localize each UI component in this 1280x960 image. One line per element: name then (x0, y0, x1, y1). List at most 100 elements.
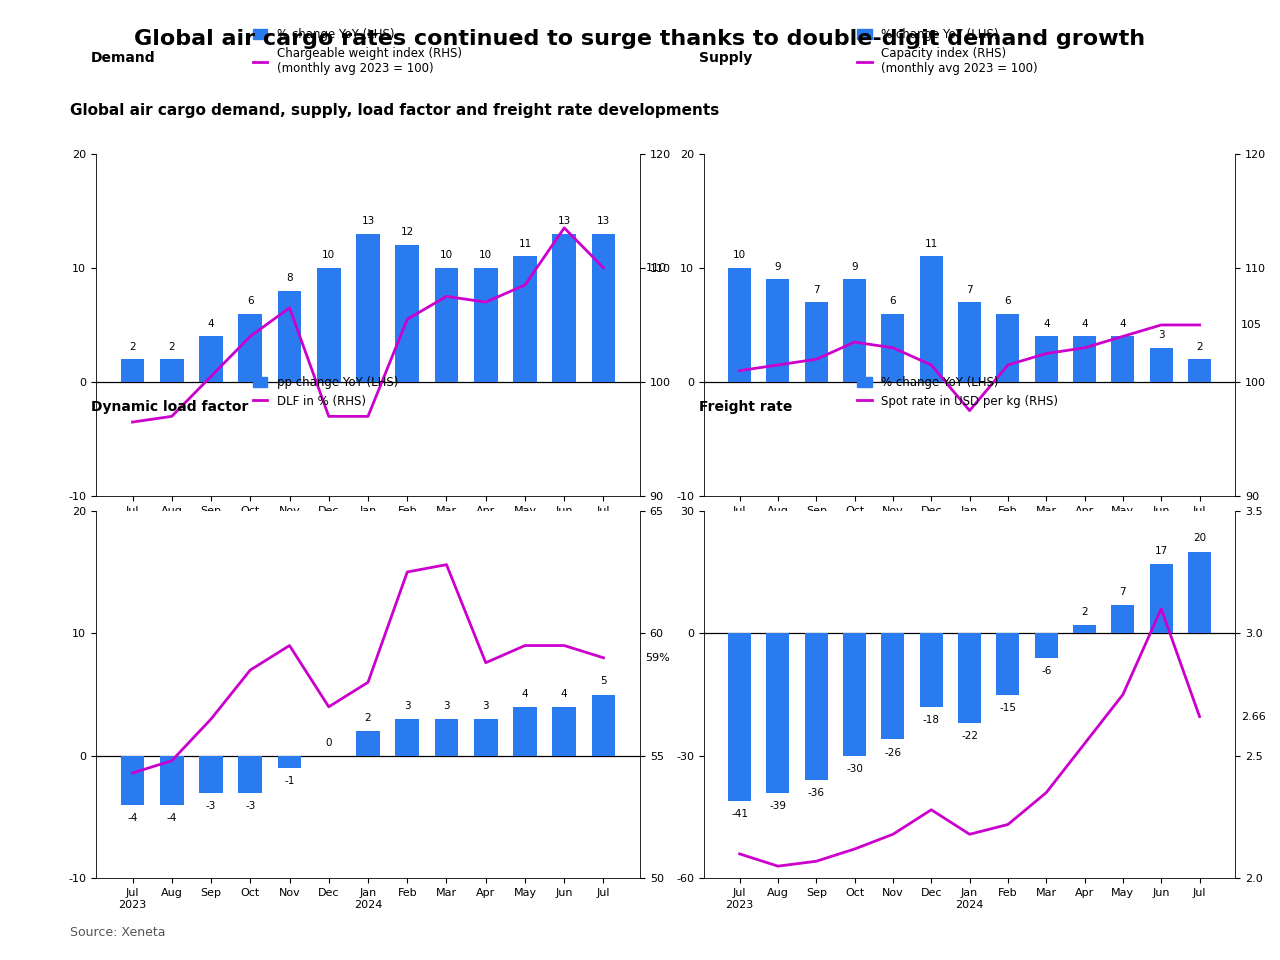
Text: 12: 12 (401, 228, 413, 237)
Text: 11: 11 (518, 239, 531, 249)
Bar (1188, 552, 1211, 634)
Text: 10: 10 (479, 251, 493, 260)
Bar (728, 634, 751, 801)
Bar (513, 707, 536, 756)
Bar (844, 634, 867, 756)
Text: 10: 10 (323, 251, 335, 260)
Bar (767, 634, 790, 793)
Text: 13: 13 (558, 216, 571, 226)
Bar (1188, 359, 1211, 382)
Text: -36: -36 (808, 788, 824, 799)
Text: -22: -22 (961, 732, 978, 741)
Bar (591, 233, 616, 382)
Text: 59%: 59% (645, 653, 671, 662)
Bar (920, 256, 943, 382)
Text: 17: 17 (1155, 545, 1167, 556)
Bar (120, 756, 145, 804)
Text: 20: 20 (1193, 534, 1206, 543)
Bar (591, 695, 616, 756)
Text: 105: 105 (1240, 320, 1262, 330)
Text: 10: 10 (733, 251, 746, 260)
Text: 3: 3 (483, 701, 489, 711)
Text: -4: -4 (166, 813, 177, 823)
Text: Demand: Demand (91, 51, 155, 64)
Text: 3: 3 (404, 701, 411, 711)
Text: 13: 13 (361, 216, 375, 226)
Text: 0: 0 (325, 737, 332, 748)
Bar (882, 634, 905, 739)
Text: 7: 7 (813, 284, 819, 295)
Text: 13: 13 (596, 216, 611, 226)
Text: 6: 6 (890, 296, 896, 306)
Text: 6: 6 (1005, 296, 1011, 306)
Bar (278, 756, 301, 768)
Text: 2: 2 (1082, 607, 1088, 617)
Bar (160, 756, 183, 804)
Text: Freight rate: Freight rate (699, 400, 792, 415)
Text: 4: 4 (522, 688, 529, 699)
Text: -39: -39 (769, 801, 786, 810)
Bar (200, 756, 223, 793)
Text: 4: 4 (561, 688, 567, 699)
Bar (356, 233, 380, 382)
Bar (160, 359, 183, 382)
Text: Dynamic load factor: Dynamic load factor (91, 400, 248, 415)
Bar (1111, 605, 1134, 634)
Bar (356, 732, 380, 756)
Bar (435, 268, 458, 382)
Text: -41: -41 (731, 809, 748, 819)
Text: -3: -3 (206, 801, 216, 810)
Text: 5: 5 (600, 677, 607, 686)
Text: -6: -6 (1041, 666, 1051, 676)
Bar (844, 279, 867, 382)
Text: 2: 2 (169, 342, 175, 351)
Bar (767, 279, 790, 382)
Bar (1073, 625, 1096, 634)
Bar (474, 268, 498, 382)
Text: -15: -15 (1000, 703, 1016, 712)
Text: 2: 2 (1197, 342, 1203, 351)
Bar (238, 314, 262, 382)
Bar (317, 268, 340, 382)
Bar (959, 302, 980, 382)
Bar (882, 314, 905, 382)
Bar (396, 245, 419, 382)
Bar (1111, 336, 1134, 382)
Text: 11: 11 (924, 239, 938, 249)
Bar (238, 756, 262, 793)
Text: 8: 8 (287, 274, 293, 283)
Text: 2: 2 (365, 713, 371, 723)
Bar (920, 634, 943, 707)
Text: -3: -3 (244, 801, 256, 810)
Bar (1149, 348, 1172, 382)
Text: -1: -1 (284, 777, 294, 786)
Bar (959, 634, 980, 723)
Text: Global air cargo rates continued to surge thanks to double-digit demand growth: Global air cargo rates continued to surg… (134, 29, 1146, 49)
Bar (200, 336, 223, 382)
Bar (996, 634, 1019, 694)
Legend: % change YoY (LHS), Chargeable weight index (RHS)
(monthly avg 2023 = 100): % change YoY (LHS), Chargeable weight in… (248, 23, 466, 80)
Bar (996, 314, 1019, 382)
Bar (1034, 336, 1057, 382)
Text: 4: 4 (1120, 319, 1126, 329)
Text: 6: 6 (247, 296, 253, 306)
Text: 110: 110 (645, 263, 667, 273)
Bar (120, 359, 145, 382)
Text: 9: 9 (851, 262, 858, 272)
Text: 4: 4 (207, 319, 214, 329)
Bar (1073, 336, 1096, 382)
Bar (805, 634, 828, 780)
Text: 9: 9 (774, 262, 781, 272)
Bar (435, 719, 458, 756)
Text: -26: -26 (884, 748, 901, 757)
Text: 4: 4 (1082, 319, 1088, 329)
Legend: % change YoY (LHS), Capacity index (RHS)
(monthly avg 2023 = 100): % change YoY (LHS), Capacity index (RHS)… (852, 23, 1042, 80)
Bar (1149, 564, 1172, 634)
Text: 10: 10 (440, 251, 453, 260)
Legend: pp change YoY (LHS), DLF in % (RHS): pp change YoY (LHS), DLF in % (RHS) (248, 371, 403, 413)
Bar (553, 233, 576, 382)
Text: -18: -18 (923, 715, 940, 725)
Bar (1034, 634, 1057, 658)
Text: 4: 4 (1043, 319, 1050, 329)
Text: -4: -4 (127, 813, 138, 823)
